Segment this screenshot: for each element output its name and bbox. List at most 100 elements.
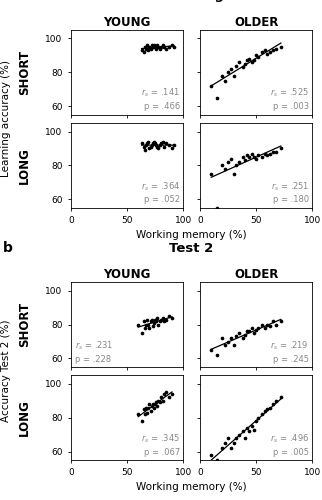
Point	[145, 408, 150, 416]
Text: $r_s$ = .251
p = .180: $r_s$ = .251 p = .180	[270, 180, 309, 204]
Point	[144, 320, 149, 328]
Text: LONG: LONG	[18, 147, 31, 184]
Point	[259, 48, 264, 56]
Point	[209, 346, 214, 354]
Point	[172, 141, 177, 149]
Text: $r_s$ = .496
p = .005: $r_s$ = .496 p = .005	[270, 432, 309, 456]
Text: SHORT: SHORT	[18, 50, 31, 95]
Point	[155, 402, 160, 410]
Point	[147, 43, 152, 51]
Point	[233, 62, 239, 70]
Point	[158, 316, 163, 324]
Point	[214, 94, 219, 102]
Point	[229, 154, 234, 162]
Point	[270, 148, 276, 156]
Point	[154, 44, 159, 52]
Point	[139, 46, 144, 54]
Point	[240, 63, 245, 71]
Point	[231, 439, 236, 447]
Point	[142, 410, 147, 418]
Point	[247, 55, 252, 63]
Point	[237, 329, 242, 337]
Point	[209, 451, 214, 459]
Point	[155, 314, 160, 322]
Point	[158, 394, 163, 402]
Point	[209, 82, 214, 90]
Point	[158, 43, 163, 51]
Text: SHORT: SHORT	[18, 302, 31, 347]
Point	[154, 141, 159, 149]
Point	[139, 417, 144, 425]
Point	[231, 170, 236, 178]
Text: $r_s$ = .219
p = .245: $r_s$ = .219 p = .245	[270, 339, 309, 363]
Point	[146, 138, 151, 145]
Point	[274, 320, 279, 328]
Point	[254, 417, 259, 425]
Point	[225, 338, 231, 345]
Point	[144, 141, 149, 149]
Point	[225, 68, 231, 76]
Point	[162, 143, 167, 151]
Point	[142, 324, 147, 332]
Point	[172, 43, 177, 51]
Text: $r_s$ = .345
p = .067: $r_s$ = .345 p = .067	[141, 432, 180, 456]
Point	[249, 150, 254, 158]
Point	[233, 434, 239, 442]
Point	[151, 138, 156, 145]
Point	[222, 439, 227, 447]
Point	[242, 156, 248, 164]
Point	[270, 46, 276, 54]
Point	[270, 400, 276, 408]
Point	[148, 143, 153, 151]
Point	[256, 414, 261, 422]
Text: a: a	[3, 0, 13, 2]
Point	[157, 141, 162, 149]
Point	[254, 52, 259, 60]
Point	[150, 43, 156, 51]
Point	[156, 320, 161, 328]
Point	[256, 53, 261, 61]
Text: Learning: Learning	[159, 0, 224, 2]
Point	[240, 153, 245, 161]
Point	[247, 328, 252, 336]
Point	[222, 165, 227, 173]
Title: OLDER: OLDER	[234, 268, 278, 281]
Point	[155, 41, 160, 49]
Point	[237, 58, 242, 66]
Point	[267, 404, 272, 411]
Point	[148, 317, 153, 325]
Point	[151, 404, 156, 411]
Point	[240, 427, 245, 435]
Point	[233, 332, 239, 340]
Title: OLDER: OLDER	[234, 16, 278, 29]
Point	[265, 50, 270, 58]
Point	[245, 56, 250, 64]
Point	[145, 316, 150, 324]
Point	[245, 151, 250, 159]
Point	[150, 140, 156, 147]
Point	[225, 158, 231, 166]
Point	[160, 138, 166, 145]
Point	[265, 320, 270, 328]
Point	[169, 144, 175, 152]
Text: $r_s$ = .364
p = .052: $r_s$ = .364 p = .052	[141, 180, 180, 204]
Point	[259, 410, 264, 418]
Point	[149, 41, 154, 49]
Point	[267, 48, 272, 56]
Point	[169, 314, 175, 322]
Point	[136, 320, 141, 328]
Point	[233, 162, 239, 170]
Point	[278, 43, 283, 51]
Point	[144, 404, 149, 411]
Point	[262, 324, 268, 332]
Point	[209, 170, 214, 178]
Point	[251, 426, 257, 434]
Point	[229, 444, 234, 452]
Point	[225, 434, 231, 442]
Point	[220, 72, 225, 80]
Point	[156, 144, 161, 152]
Point	[153, 316, 158, 324]
Point	[270, 317, 276, 325]
Title: YOUNG: YOUNG	[103, 16, 151, 29]
Point	[237, 158, 242, 166]
